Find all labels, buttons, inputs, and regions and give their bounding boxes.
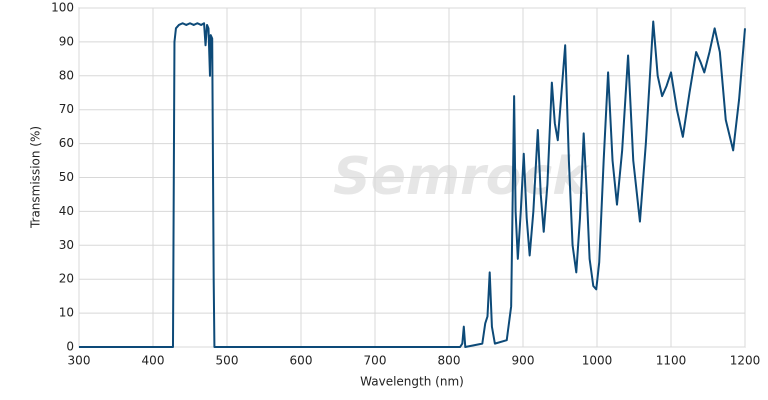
y-tick-label: 80 (59, 68, 74, 82)
x-axis-label: Wavelength (nm) (360, 375, 464, 389)
y-tick-label: 50 (59, 170, 74, 184)
y-tick-label: 20 (59, 272, 74, 286)
x-tick-label: 1100 (656, 354, 687, 368)
y-tick-label: 100 (51, 1, 74, 15)
x-tick-label: 400 (142, 354, 165, 368)
y-axis-label: Transmission (%) (29, 126, 43, 229)
x-tick-label: 900 (512, 354, 535, 368)
x-tick-label: 800 (438, 354, 461, 368)
y-tick-label: 10 (59, 306, 74, 320)
y-tick-label: 90 (59, 34, 74, 48)
x-tick-label: 1000 (582, 354, 613, 368)
x-tick-label: 600 (290, 354, 313, 368)
x-tick-label: 500 (216, 354, 239, 368)
y-tick-label: 30 (59, 238, 74, 252)
data-line (79, 20, 746, 348)
y-tick-label: 70 (59, 102, 74, 116)
x-tick-label: 1200 (730, 354, 761, 368)
y-tick-label: 60 (59, 136, 74, 150)
x-tick-label: 300 (68, 354, 91, 368)
x-tick-label: 700 (364, 354, 387, 368)
y-tick-label: 0 (66, 340, 74, 354)
y-tick-label: 40 (59, 204, 74, 218)
